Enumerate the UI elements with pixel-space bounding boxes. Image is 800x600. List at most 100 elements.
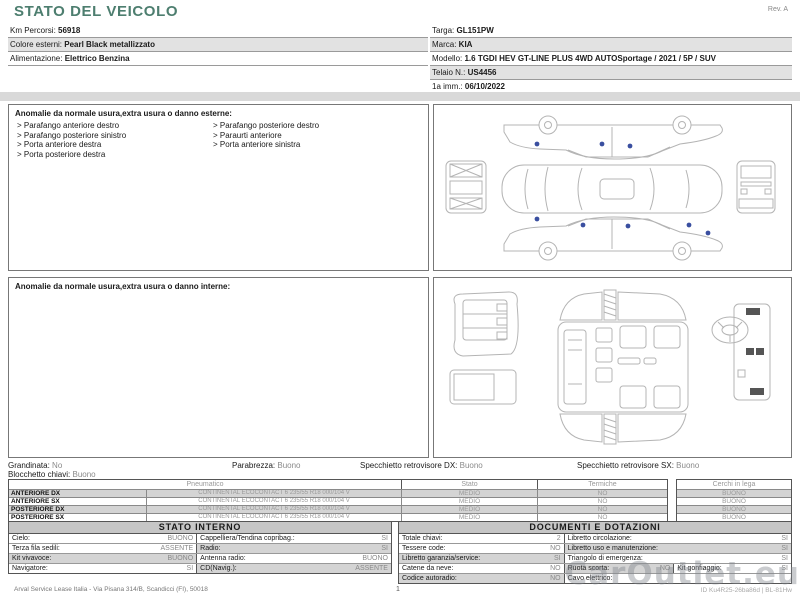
info-value: 06/10/2022 <box>464 81 505 91</box>
car-side-view-top <box>503 115 723 160</box>
trunk-view <box>453 291 519 357</box>
tyre-stato: MEDIO <box>401 506 537 513</box>
tyre-table-header: Pneumatico Stato Termiche <box>9 480 667 489</box>
vehicle-info-row: Colore esterni: Pearl Black metallizzato <box>8 38 428 52</box>
kv-cell: Triangolo di emergenza: SI <box>563 554 791 563</box>
anomalies-column-1: > Parafango anteriore destro > Parafango … <box>17 121 213 159</box>
summary-label: Parabrezza: <box>232 461 276 470</box>
kv-label: Terza fila sedili: <box>12 545 60 552</box>
alloy-wheel-value: BUONO <box>677 489 791 497</box>
tyre-position: ANTERIORE SX <box>11 498 60 505</box>
tyre-description: CONTINENTAL ECOCONTACT 6 235/55 R18 000/… <box>146 490 401 497</box>
kv-value: SI <box>186 565 194 572</box>
info-label: 1a imm.: <box>432 81 465 91</box>
summary-value: Buono <box>72 470 96 479</box>
kv-cell: Cappelliera/Tendina copribag.: SI <box>196 534 391 543</box>
tyre-table: Pneumatico Stato Termiche ANTERIORE DX CO… <box>8 479 668 522</box>
kv-label: Kit vivavoce: <box>12 555 52 562</box>
kv-value: SI <box>781 565 788 572</box>
kv-cell: Cavo elettrico: <box>563 574 791 583</box>
tyre-row: POSTERIORE SX CONTINENTAL ECOCONTACT 6 23… <box>9 513 667 521</box>
info-value: 56918 <box>58 25 81 35</box>
summary-label: Specchietto retrovisore DX: <box>360 461 458 470</box>
kv-cell: Libretto uso e manutenzione: SI <box>563 544 791 553</box>
vehicle-info-right: Targa: GL151PW Marca: KIA Modello: 1.6 TGD… <box>430 24 792 94</box>
kv-row: Catene da neve: NO Ruota scorta: NO Kit gonf… <box>399 563 791 573</box>
damage-marker <box>599 141 605 147</box>
revision-label: Rev. A <box>767 6 788 13</box>
page-title: STATO DEL VEICOLO <box>14 3 179 20</box>
damage-marker <box>705 230 711 236</box>
kv-value: BUONO <box>167 535 194 542</box>
info-value: GL151PW <box>456 25 494 35</box>
kv-row: Tessere code: NO Libretto uso e manutenzio… <box>399 543 791 553</box>
anomaly-item: > Paraurti anteriore <box>213 130 282 140</box>
info-label: Modello: <box>432 53 465 63</box>
info-label: Alimentazione: <box>10 53 65 63</box>
stato-interno-table: STATO INTERNO Cielo: BUONO Cappelliera/Ten… <box>8 521 392 574</box>
tyre-header-stato: Stato <box>401 480 537 489</box>
summary-label: Specchietto retrovisore SX: <box>577 461 674 470</box>
vehicle-info-row: Modello: 1.6 TGDI HEV GT-LINE PLUS 4WD A… <box>430 52 792 66</box>
kv-cell: Ruota scorta: NO <box>563 564 674 573</box>
documenti-title: DOCUMENTI E DOTAZIONI <box>399 522 791 534</box>
vehicle-info-row: Alimentazione: Elettrico Benzina <box>8 52 428 66</box>
kv-label: Libretto circolazione: <box>567 535 632 542</box>
kv-label: Totale chiavi: <box>402 535 443 542</box>
tyre-table-rows: ANTERIORE DX CONTINENTAL ECOCONTACT 6 235… <box>9 489 667 521</box>
kv-value: NO <box>550 565 561 572</box>
tyre-position: POSTERIORE DX <box>11 506 65 513</box>
kv-value: NO <box>550 575 561 582</box>
parcel-shelf-view <box>449 369 517 405</box>
anomaly-item: > Porta anteriore destra <box>17 140 102 149</box>
documenti-rows: Totale chiavi: 2 Libretto circolazione: SI T… <box>399 534 791 583</box>
tyre-header-pneumatico: Pneumatico <box>186 481 224 488</box>
kv-row: Navigatore: SI CD(Navig.): ASSENTE <box>9 563 391 573</box>
tyre-termiche: NO <box>537 514 667 521</box>
footer-document-id: ID Ku4R25-26ba86d | BL-81Hw <box>700 587 792 594</box>
kv-cell: Terza fila sedili: ASSENTE <box>9 544 196 553</box>
tyre-position: ANTERIORE DX <box>11 490 61 497</box>
car-rear-view <box>736 160 776 214</box>
kv-label: Cielo: <box>12 535 30 542</box>
tyre-termiche: NO <box>537 498 667 505</box>
tyre-termiche: NO <box>537 490 667 497</box>
tyre-description: CONTINENTAL ECOCONTACT 6 235/55 R18 000/… <box>146 506 401 513</box>
damage-marker <box>534 216 540 222</box>
footer-page-number: 1 <box>396 586 400 593</box>
separator-band <box>0 92 800 101</box>
summary-specchietto-dx: Specchietto retrovisore DX: Buono <box>360 461 483 470</box>
kv-value: ASSENTE <box>355 565 388 572</box>
kv-label: Libretto garanzia/service: <box>402 555 481 562</box>
kv-row: Terza fila sedili: ASSENTE Radio: SI <box>9 543 391 553</box>
stato-interno-rows: Cielo: BUONO Cappelliera/Tendina copribag.… <box>9 534 391 573</box>
summary-value: Buono <box>459 461 483 470</box>
tyre-header-cerchi: Cerchi in lega <box>712 481 756 488</box>
vehicle-info-row: Telaio N.: US4456 <box>430 66 792 80</box>
alloy-wheels-rows: BUONO BUONO BUONO BUONO <box>677 489 791 521</box>
kv-label: Antenna radio: <box>200 555 246 562</box>
car-exterior-diagram <box>445 115 776 261</box>
kv-cell: Libretto garanzia/service: SI <box>399 554 564 563</box>
info-value: 1.6 TGDI HEV GT-LINE PLUS 4WD AUTOSporta… <box>464 53 716 63</box>
vehicle-info-left: Km Percorsi: 56918 Colore esterni: Pearl … <box>8 24 428 66</box>
damage-markers <box>534 141 711 236</box>
kv-cell: Cielo: BUONO <box>9 534 196 543</box>
interior-anomalies-panel: Anomalie da normale usura,extra usura o … <box>8 277 429 458</box>
info-value: Elettrico Benzina <box>64 53 130 63</box>
summary-value: Buono <box>676 461 700 470</box>
tyre-header-termiche: Termiche <box>537 480 667 489</box>
kv-value: SI <box>781 545 788 552</box>
kv-value: SI <box>554 555 561 562</box>
damage-marker <box>625 223 631 229</box>
kv-label: CD(Navig.): <box>200 565 237 572</box>
tyre-stato: MEDIO <box>401 514 537 521</box>
kv-label: Cavo elettrico: <box>567 575 613 582</box>
kv-row: Kit vivavoce: BUONO Antenna radio: BUONO <box>9 553 391 563</box>
summary-value: Buono <box>277 461 301 470</box>
anomaly-item: > Porta posteriore destra <box>17 149 106 159</box>
anomaly-item: > Parafango posteriore sinistro <box>17 130 127 140</box>
interior-anomalies-title: Anomalie da normale usura,extra usura o … <box>15 282 231 291</box>
car-top-view <box>501 164 723 214</box>
